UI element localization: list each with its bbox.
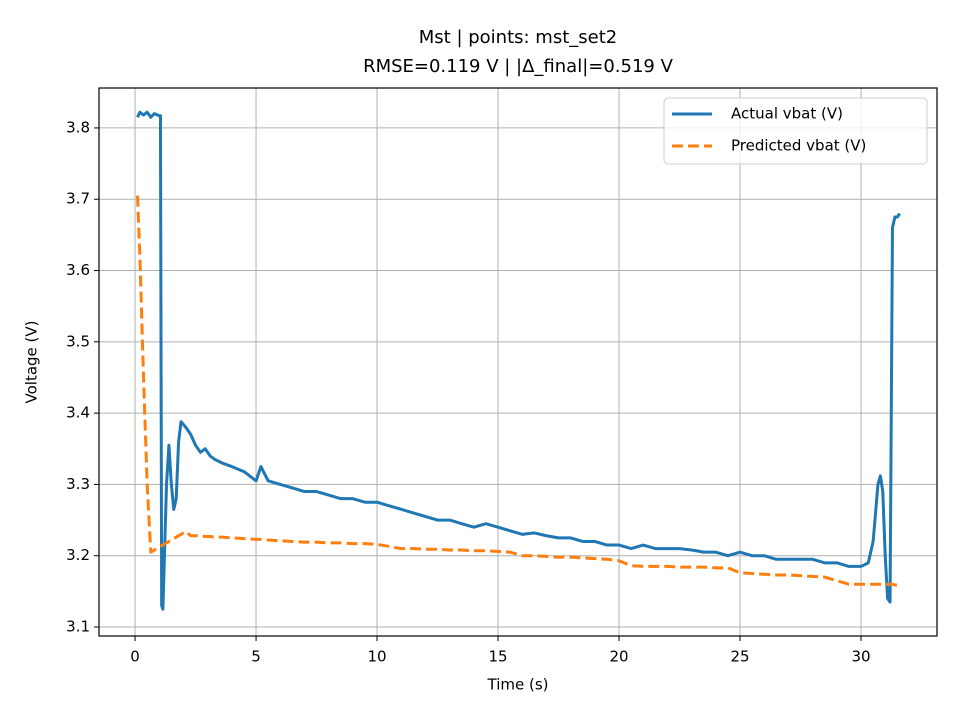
x-tick-label: 25 [730, 648, 749, 666]
y-tick-label: 3.7 [66, 190, 90, 208]
x-tick-label: 5 [251, 648, 261, 666]
y-tick-label: 3.1 [66, 618, 90, 636]
y-tick-label: 3.8 [66, 118, 90, 136]
series-line [136, 110, 901, 611]
y-tick-label: 3.5 [66, 332, 90, 350]
x-tick-label: 15 [488, 648, 507, 666]
x-tick-label: 0 [130, 648, 140, 666]
x-axis-label: Time (s) [487, 676, 549, 694]
plot-frame [98, 87, 938, 637]
chart-title: Mst | points: mst_set2 [419, 27, 617, 48]
legend-label: Actual vbat (V) [731, 105, 843, 123]
y-tick-label: 3.4 [66, 404, 90, 422]
y-tick-label: 3.2 [66, 546, 90, 564]
y-tick-label: 3.6 [66, 261, 90, 279]
x-tick-label: 20 [609, 648, 628, 666]
series-line [135, 195, 900, 587]
chart-title: RMSE=0.119 V | |Δ_final|=0.519 V [363, 56, 674, 77]
y-axis-label: Voltage (V) [23, 321, 41, 404]
legend-label: Predicted vbat (V) [731, 137, 866, 155]
x-tick-label: 10 [367, 648, 386, 666]
y-tick-label: 3.3 [66, 475, 90, 493]
legend-box [663, 97, 928, 165]
x-tick-label: 30 [851, 648, 870, 666]
